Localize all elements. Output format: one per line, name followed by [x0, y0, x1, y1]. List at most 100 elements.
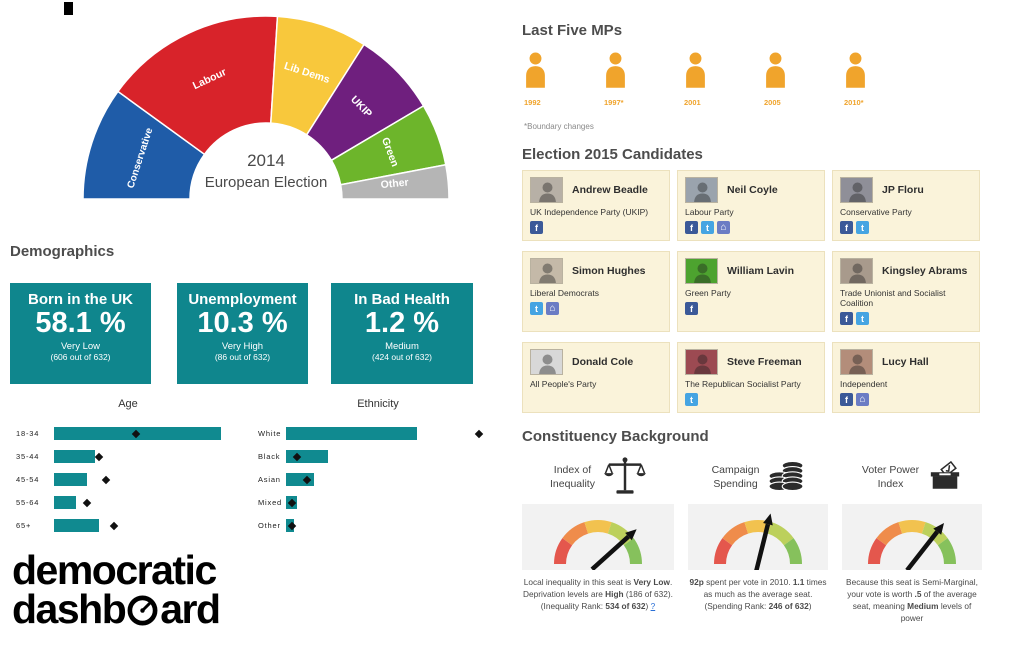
facebook-icon[interactable]: f [685, 302, 698, 315]
candidate-card-lucy-hall: Lucy Hall Independent f ⌂ [832, 342, 980, 413]
twitter-icon[interactable]: t [701, 221, 714, 234]
bar-average-marker [109, 521, 118, 530]
bar [286, 427, 418, 440]
candidate-photo [530, 177, 563, 203]
democratic-dashboard-logo[interactable]: democratic dashb ard [12, 550, 221, 632]
bar-track [286, 519, 498, 532]
caption-text: Local inequality in this seat is [523, 577, 634, 587]
bar-label: Black [258, 452, 281, 461]
mp-item[interactable]: 2010* [844, 52, 924, 107]
bar-row-asian: Asian [250, 468, 506, 491]
gauge-header: Index of Inequality [522, 452, 674, 504]
bar-label: 35-44 [16, 452, 40, 461]
bar-label: Mixed [258, 498, 283, 507]
candidates-grid: Andrew Beadle UK Independence Party (UKIP… [522, 170, 980, 413]
candidate-photo [530, 349, 563, 375]
stat-card-born-in-uk: Born in the UK 58.1 % Very Low (606 out … [10, 283, 151, 384]
candidate-party: Conservative Party [840, 207, 912, 217]
logo-text-post: ard [160, 585, 221, 632]
bar-label: 18-34 [16, 429, 40, 438]
candidate-party: Green Party [685, 288, 731, 298]
gauge-panel-campaign-spending: Campaign Spending 92p spent per vote in 20… [688, 452, 828, 624]
candidate-name: Simon Hughes [572, 265, 646, 277]
age-chart-title: Age [118, 398, 138, 410]
stat-level: Very Low [60, 340, 101, 352]
facebook-icon[interactable]: f [840, 312, 853, 325]
gauge-header: Voter Power Index [842, 452, 982, 504]
mp-item[interactable]: 2005 [764, 52, 844, 107]
mp-item[interactable]: 1997* [604, 52, 684, 107]
mp-item[interactable]: 2001 [684, 52, 764, 107]
candidate-party: Independent [840, 379, 888, 389]
stat-rank: (424 out of 632) [371, 351, 432, 362]
bar-track [286, 427, 498, 440]
ethnicity-bar-chart: Ethnicity White Black Asian Mixed Other [250, 398, 506, 537]
twitter-icon[interactable]: t [856, 312, 869, 325]
candidate-party: Labour Party [685, 207, 734, 217]
candidate-photo [685, 258, 718, 284]
last-five-mps-row: 1992 1997* 2001 2005 2010* [524, 52, 924, 107]
stat-rank: (606 out of 632) [50, 351, 111, 362]
facebook-icon[interactable]: f [685, 221, 698, 234]
logo-gauge-icon [127, 595, 158, 626]
caption-emphasis: 246 of 632 [768, 601, 809, 612]
logo-text-pre: dashb [12, 585, 127, 632]
donut-segment-labour[interactable] [116, 15, 279, 156]
candidate-photo [840, 177, 873, 203]
gauge-header: Campaign Spending [688, 452, 828, 504]
gauge-needle [905, 530, 940, 570]
candidate-party: All People's Party [530, 379, 597, 389]
bar-row-other: Other [250, 514, 506, 537]
twitter-icon[interactable]: t [685, 393, 698, 406]
gauge-caption: 92p spent per vote in 2010. 1.1 times as… [688, 576, 828, 612]
candidate-party: Trade Unionist and Socialist Coalition [840, 288, 946, 308]
bar-average-marker [288, 521, 297, 530]
logo-line-2: dashb ard [12, 585, 221, 632]
candidate-social-links: f t ⌂ [685, 221, 817, 234]
candidate-photo [530, 258, 563, 284]
caption-text: times as much as the average seat. (Spen… [703, 577, 827, 612]
last-five-mps-header: Last Five MPs [522, 22, 623, 39]
coins-icon [768, 460, 804, 491]
bar-average-marker [101, 475, 111, 484]
mp-item[interactable]: 1992 [524, 52, 604, 107]
home-icon[interactable]: ⌂ [856, 393, 869, 406]
candidate-social-links: f [530, 221, 662, 234]
stat-rank: (86 out of 632) [214, 351, 271, 362]
bar-row-45-54: 45-54 [8, 468, 248, 491]
stat-title: Unemployment [188, 291, 297, 308]
facebook-icon[interactable]: f [840, 393, 853, 406]
caption-emphasis: 1.1 [792, 577, 805, 587]
stat-card-bad-health: In Bad Health 1.2 % Medium (424 out of 6… [331, 283, 473, 384]
gauge-dial [714, 513, 802, 570]
candidate-card-kingsley-abrams: Kingsley Abrams Trade Unionist and Social… [832, 251, 980, 332]
donut-segment-label: Other [380, 177, 409, 192]
constituency-background-header: Constituency Background [522, 428, 709, 445]
home-icon[interactable]: ⌂ [546, 302, 559, 315]
gauge-needle-head [625, 529, 637, 541]
caption-emphasis: 92p [689, 577, 704, 587]
help-link[interactable]: ? [650, 601, 656, 612]
candidate-social-links: f ⌂ [840, 393, 972, 406]
ballot-box-icon [930, 460, 960, 489]
donut-segment-other[interactable] [339, 163, 450, 200]
candidate-card-neil-coyle: Neil Coyle Labour Party f t ⌂ [677, 170, 825, 241]
candidate-card-steve-freeman: Steve Freeman The Republican Socialist Pa… [677, 342, 825, 413]
mp-person-icon [846, 52, 865, 88]
candidate-social-links: f [685, 302, 817, 315]
home-icon[interactable]: ⌂ [717, 221, 730, 234]
candidate-card-william-lavin: William Lavin Green Party f [677, 251, 825, 332]
candidate-name: Neil Coyle [727, 184, 778, 196]
bar-average-marker [83, 498, 92, 507]
mp-person-icon [686, 52, 705, 88]
twitter-icon[interactable]: t [856, 221, 869, 234]
twitter-icon[interactable]: t [530, 302, 543, 315]
constituency-gauges: Index of Inequality Local inequality in th… [522, 452, 982, 624]
candidate-party: Liberal Democrats [530, 288, 599, 298]
donut-title-name: European Election [205, 174, 328, 191]
bar-label: 55-64 [16, 498, 40, 507]
facebook-icon[interactable]: f [530, 221, 543, 234]
facebook-icon[interactable]: f [840, 221, 853, 234]
stat-card-unemployment: Unemployment 10.3 % Very High (86 out of… [177, 283, 308, 384]
